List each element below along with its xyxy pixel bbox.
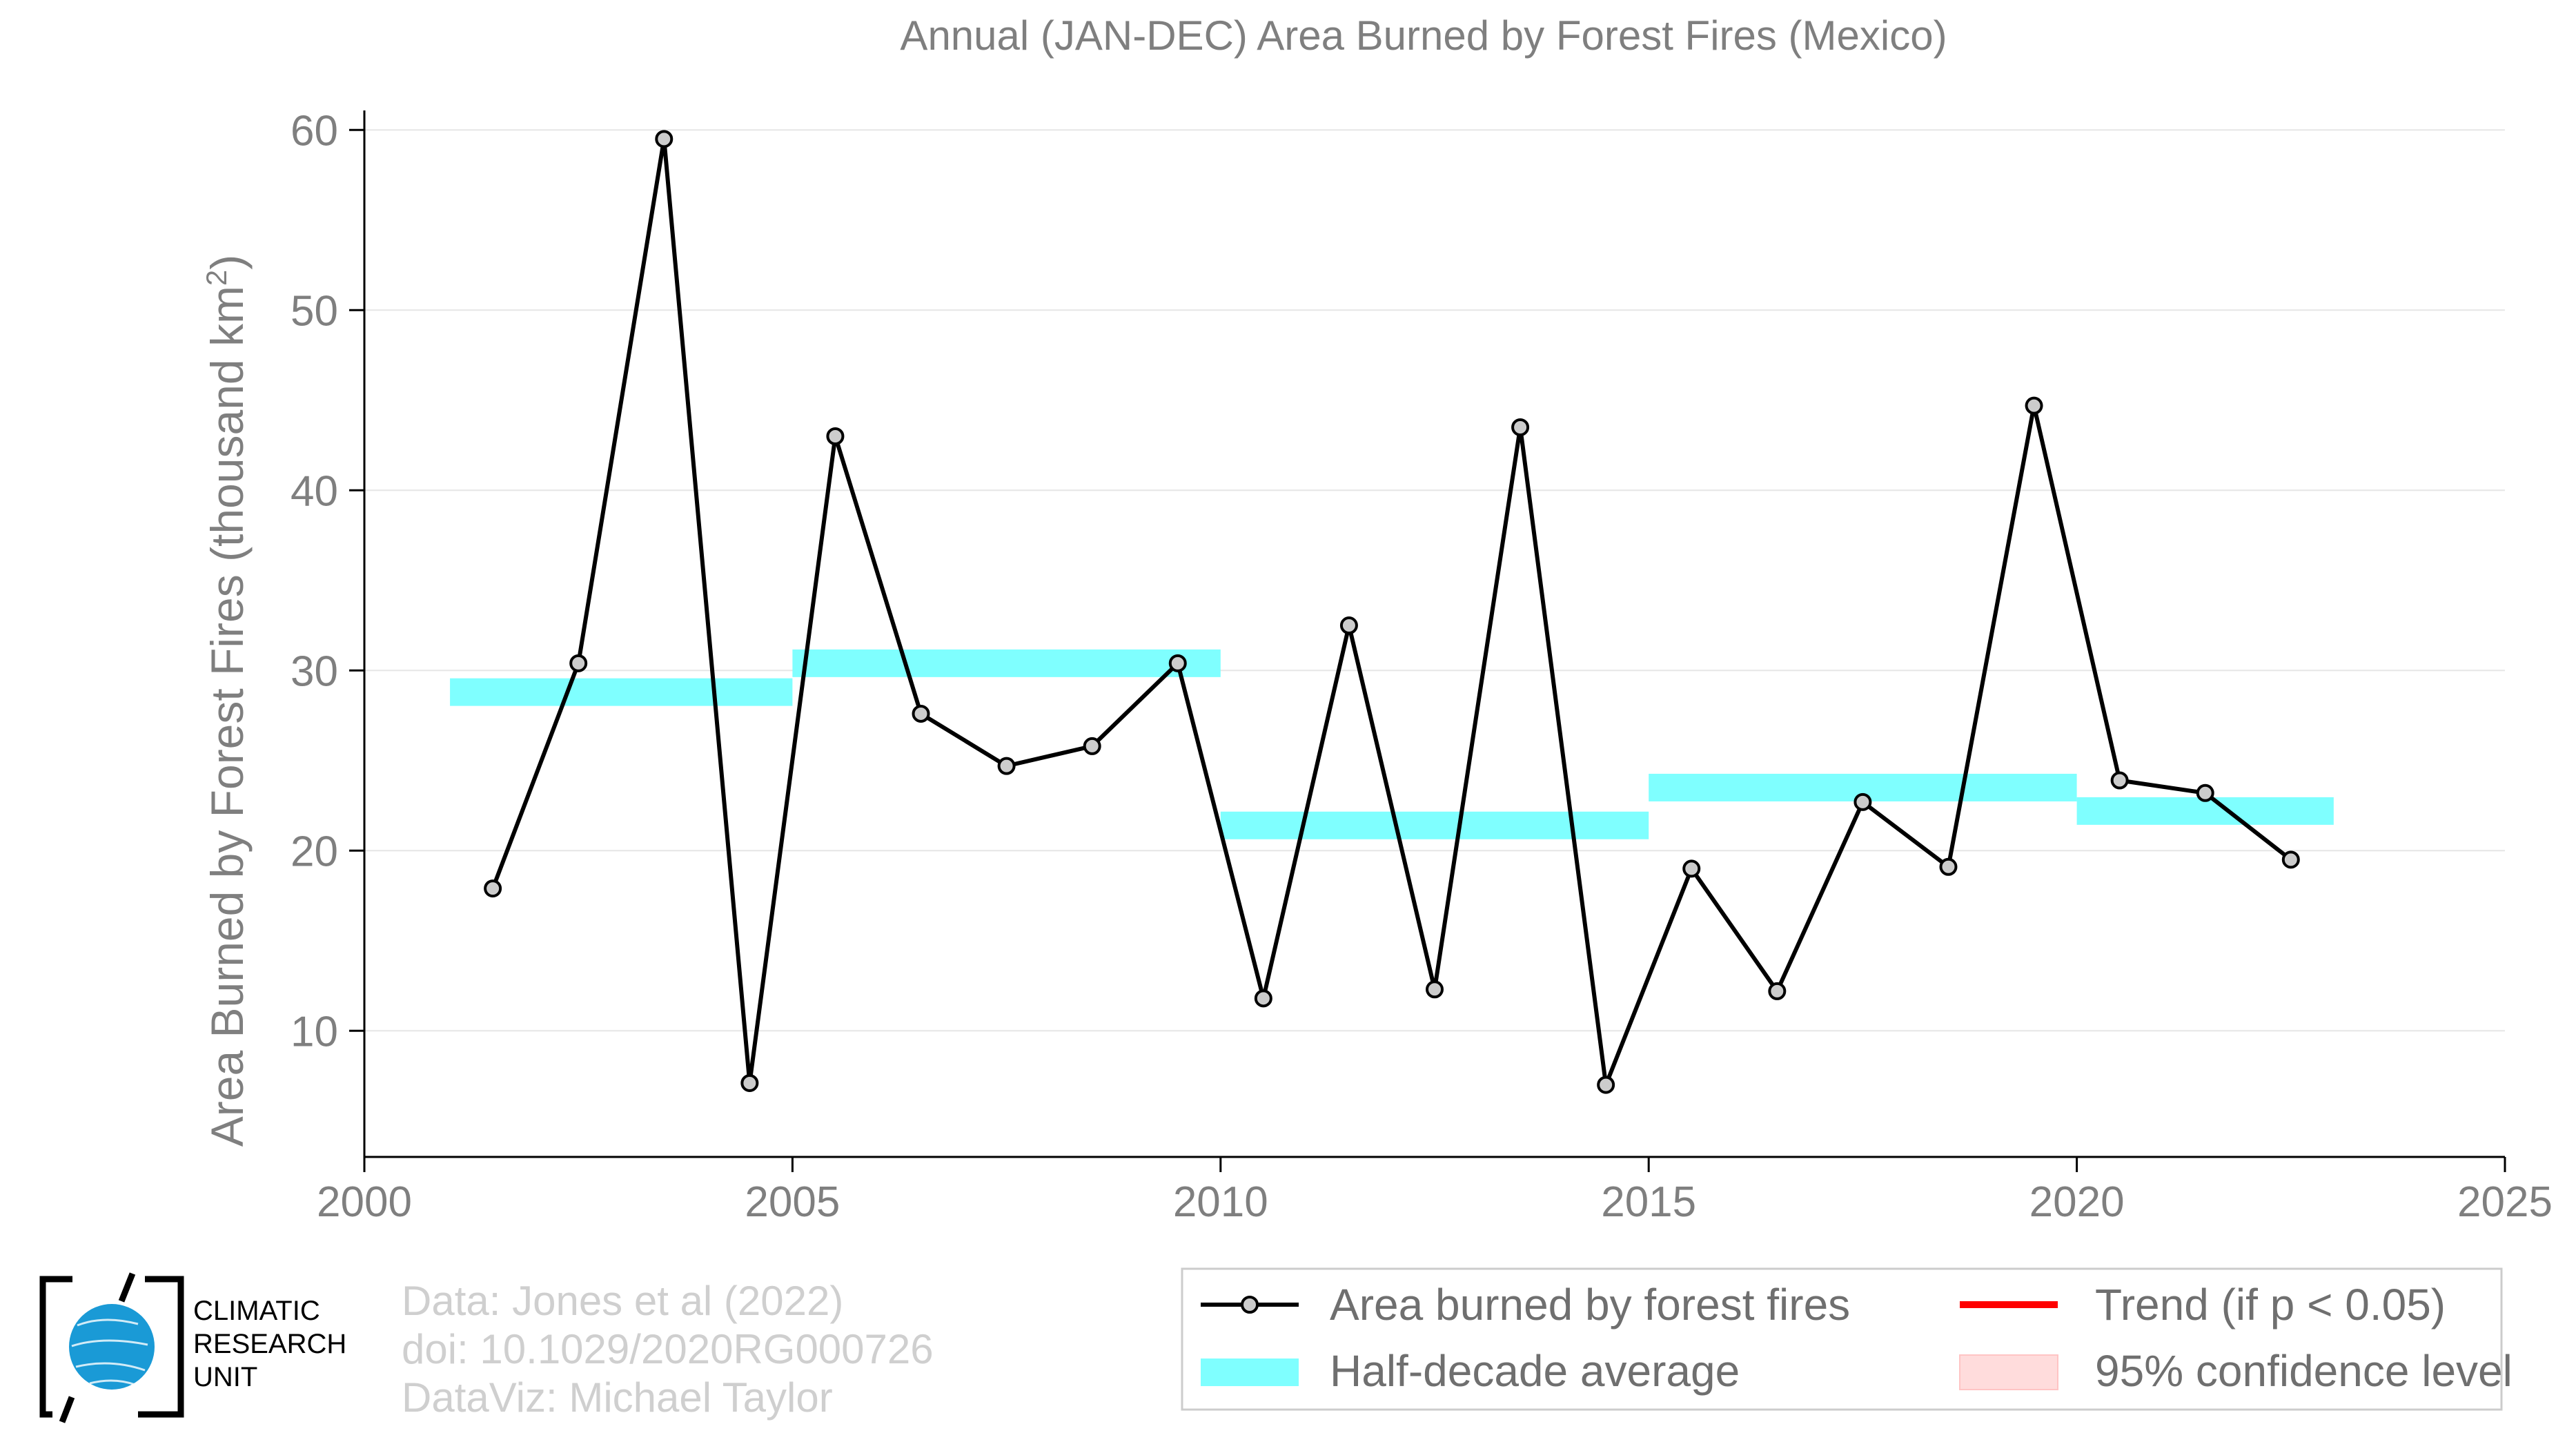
data-point-16	[1854, 792, 1872, 811]
legend-label-half-decade: Half-decade average	[1330, 1346, 1740, 1396]
data-point-17	[1939, 857, 1958, 876]
legend-swatch-half-decade	[1201, 1359, 1299, 1386]
logo-bracket-left	[39, 1276, 72, 1418]
y-tick-label-60: 60	[291, 107, 338, 155]
y-tick-label-30: 30	[291, 647, 338, 695]
logo-bracket-right	[138, 1276, 184, 1418]
legend-swatch-confidence	[1959, 1354, 2058, 1390]
logo-text-research: RESEARCH	[193, 1329, 346, 1359]
data-point-5	[912, 704, 930, 723]
data-point-3	[740, 1073, 759, 1092]
x-tick-label-2020: 2020	[2029, 1178, 2125, 1226]
axes	[349, 110, 2506, 1172]
y-tick-label-50: 50	[291, 287, 338, 335]
data-point-19	[2110, 771, 2129, 790]
data-point-0	[484, 879, 502, 898]
data-point-12	[1511, 418, 1530, 436]
data-point-18	[2025, 396, 2043, 415]
data-point-14	[1682, 859, 1701, 878]
data-point-10	[1339, 616, 1358, 635]
cru-logo: CLIMATIC RESEARCH UNIT	[39, 1272, 346, 1423]
half-decade-bar-1	[792, 649, 1221, 677]
legend: Area burned by forest fires Half-decade …	[1181, 1267, 2513, 1411]
logo-text-climatic: CLIMATIC	[193, 1296, 320, 1326]
logo-text-unit: UNIT	[193, 1362, 257, 1392]
data-point-11	[1426, 980, 1444, 999]
data-point-6	[997, 757, 1016, 775]
x-tick-label-2015: 2015	[1601, 1178, 1696, 1226]
half-decade-bar-0	[450, 678, 793, 706]
x-tick-label-2025: 2025	[2457, 1178, 2553, 1226]
globe-lines-icon	[71, 1318, 148, 1386]
data-point-15	[1768, 982, 1787, 1000]
logo-slash-bottom	[59, 1396, 75, 1423]
data-point-7	[1083, 737, 1101, 755]
legend-label-area-burned: Area burned by forest fires	[1330, 1280, 1850, 1330]
y-axis-label-superscript: 2	[200, 270, 233, 286]
legend-label-confidence: 95% confidence level	[2095, 1346, 2513, 1396]
data-point-9	[1254, 989, 1272, 1008]
data-point-4	[826, 427, 845, 445]
data-point-1	[569, 654, 588, 672]
half-decade-average-bars	[450, 649, 2334, 839]
legend-swatch-marker	[1241, 1296, 1259, 1314]
data-point-20	[2196, 783, 2214, 802]
y-tick-label-40: 40	[291, 467, 338, 515]
credit-data-source: Data: Jones et al (2022)	[402, 1278, 843, 1324]
y-axis-label-main: Area Burned by Forest Fires (thousand km	[201, 286, 253, 1147]
credit-doi: doi: 10.1029/2020RG000726	[402, 1326, 934, 1372]
series-area-burned	[484, 130, 2300, 1094]
x-tick-label-2005: 2005	[745, 1178, 840, 1226]
chart-title: Annual (JAN-DEC) Area Burned by Forest F…	[900, 12, 1947, 59]
y-tick-label-10: 10	[291, 1008, 338, 1055]
x-tick-label-2000: 2000	[317, 1178, 412, 1226]
data-point-8	[1168, 654, 1187, 672]
legend-box	[1181, 1267, 2503, 1411]
y-axis-label: Area Burned by Forest Fires (thousand km…	[200, 255, 253, 1147]
credit-dataviz: DataViz: Michael Taylor	[402, 1374, 833, 1421]
logo-slash-top	[118, 1272, 136, 1303]
globe-icon	[69, 1304, 155, 1390]
y-axis-label-close: )	[201, 255, 253, 270]
half-decade-bar-2	[1220, 811, 1649, 839]
legend-label-trend: Trend (if p < 0.05)	[2095, 1280, 2446, 1330]
tick-labels: 10 20 30 40 50 60 2000 2005 2010 2015 2020 2025	[291, 107, 2553, 1226]
data-point-13	[1597, 1075, 1615, 1094]
data-point-2	[655, 130, 674, 148]
grid-lines	[364, 129, 2505, 1032]
data-point-21	[2281, 850, 2300, 869]
series-line	[491, 137, 2292, 1087]
x-tick-label-2010: 2010	[1173, 1178, 1268, 1226]
y-tick-label-20: 20	[291, 828, 338, 875]
